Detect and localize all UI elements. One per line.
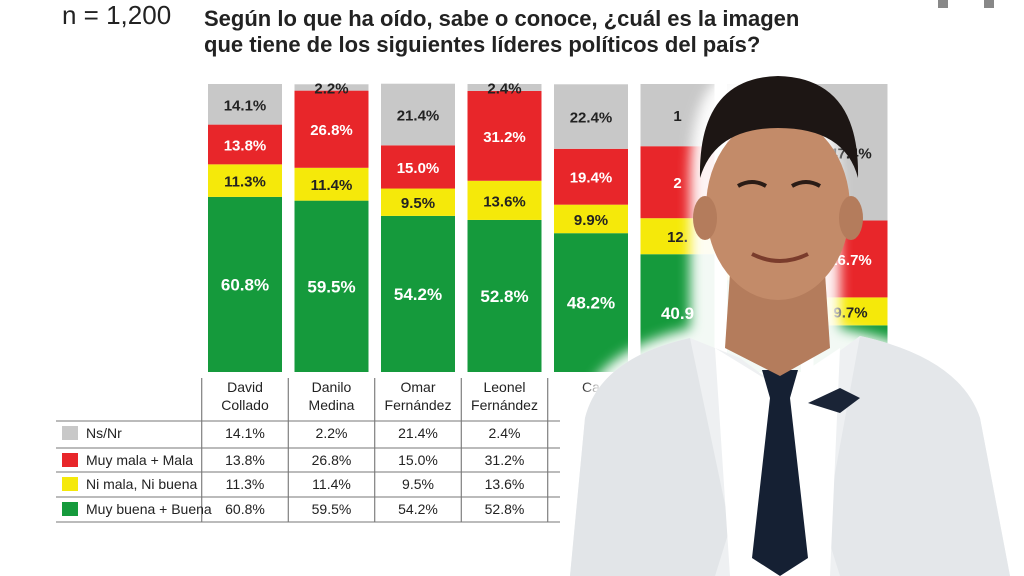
bar-segment-ns_nr (294, 84, 369, 91)
bar-data-label: 52.8% (480, 287, 528, 306)
legend-swatch-buena (62, 502, 78, 516)
bar-data-label: 15.0% (397, 160, 440, 177)
legend-label: Muy mala + Mala (86, 452, 193, 468)
bar-data-label: 2.2% (314, 80, 348, 97)
bar-data-label: 59.5% (307, 277, 355, 296)
bar-segment-ns_nr (381, 83, 455, 146)
bar-segment-buena (208, 196, 282, 372)
bar-data-label: 21.4% (397, 108, 440, 125)
table-cell: 14.1% (225, 425, 265, 441)
bar-segment-ni (294, 167, 369, 201)
legend-swatch-ni (62, 477, 78, 491)
legend-label: Ni mala, Ni buena (86, 476, 197, 492)
bar-data-label: 2 (673, 175, 681, 192)
politician-photo (540, 58, 1024, 576)
bar-segment-buena (554, 233, 628, 372)
table-cell: 60.8% (225, 501, 265, 517)
bar-data-label: 11.3% (224, 174, 266, 191)
table-cell: 13.6% (485, 476, 525, 492)
bar-data-label: 26.8% (310, 122, 353, 139)
bar-data-label: 54.2% (394, 285, 442, 304)
bar-segment-ni (381, 188, 455, 216)
category-label: Leonel (483, 379, 525, 395)
table-cell: 2.4% (489, 425, 521, 441)
chart-title-line-2: que tiene de los siguientes líderes polí… (204, 32, 761, 57)
bar-data-label: 9.7% (833, 304, 867, 321)
bar-data-label: 9.9% (574, 212, 608, 229)
category-label: Collado (221, 397, 269, 413)
legend-swatch-mala (62, 453, 78, 467)
bar-data-label: 22.4% (570, 110, 613, 127)
legend-label: Ns/Nr (86, 425, 122, 441)
bar-segment-mala (208, 124, 282, 165)
category-label: Omar (401, 379, 436, 395)
table-cell: 21.4% (398, 425, 438, 441)
person-portrait-image (570, 67, 1010, 576)
table-cell: 59.5% (312, 501, 352, 517)
bar-data-label: 40.9 (661, 304, 694, 323)
bar-data-label: 1 (673, 108, 681, 125)
bar-data-label: 14.1% (224, 97, 267, 114)
bar-data-label: 60.8% (221, 275, 269, 294)
bar-segment-buena (467, 219, 542, 372)
bar-segment-ns_nr (208, 84, 282, 125)
chart-title: Según lo que ha oído, sabe o conoce, ¿cu… (204, 6, 824, 58)
table-cell: 2.2% (316, 425, 348, 441)
sample-size-label: n = 1,200 (62, 0, 172, 30)
bar-data-label: 12. (667, 229, 688, 246)
corner-logo-icon (938, 0, 994, 8)
table-cell: 9.5% (402, 476, 434, 492)
table-cell: 11.3% (226, 476, 265, 492)
legend-label: Muy buena + Buena (86, 501, 212, 517)
bar-data-label: 2.4% (487, 80, 521, 97)
bar-segment-mala (554, 148, 628, 205)
bar-data-label: 13.6% (483, 193, 526, 210)
table-cell: 54.2% (398, 501, 438, 517)
bar-segment-ni (467, 180, 542, 220)
bar-data-label: 13.8% (224, 137, 267, 154)
bar-segment-mala (294, 90, 369, 168)
bar-segment-ns_nr (467, 84, 542, 91)
category-label: Danilo (312, 379, 352, 395)
table-cell: 13.8% (225, 452, 265, 468)
bar-segment-buena (381, 215, 455, 372)
table-cell: 15.0% (398, 452, 438, 468)
category-label: David (227, 379, 263, 395)
table-cell: 26.8% (312, 452, 352, 468)
bar-data-label: 31.2% (483, 129, 526, 146)
table-cell: 31.2% (485, 452, 525, 468)
bar-segment-buena (294, 200, 369, 372)
bar-segment-ni (208, 164, 282, 197)
category-label: Medina (309, 397, 355, 413)
bar-segment-mala (381, 145, 455, 189)
category-label: Fernández (471, 397, 538, 413)
bar-segment-mala (467, 90, 542, 181)
bar-data-label: 19.4% (570, 170, 613, 187)
bar-segment-ns_nr (554, 84, 628, 149)
legend-swatch-ns_nr (62, 426, 78, 440)
bar-segment-ni (554, 204, 628, 234)
bar-data-label: 11.4% (311, 177, 353, 194)
chart-title-line-1: Según lo que ha oído, sabe o conoce, ¿cu… (204, 6, 800, 31)
bar-data-label: 48.2% (567, 294, 615, 313)
bar-data-label: 9.5% (401, 195, 435, 212)
table-cell: 11.4% (312, 476, 351, 492)
category-label: Fernández (385, 397, 452, 413)
table-cell: 52.8% (485, 501, 525, 517)
